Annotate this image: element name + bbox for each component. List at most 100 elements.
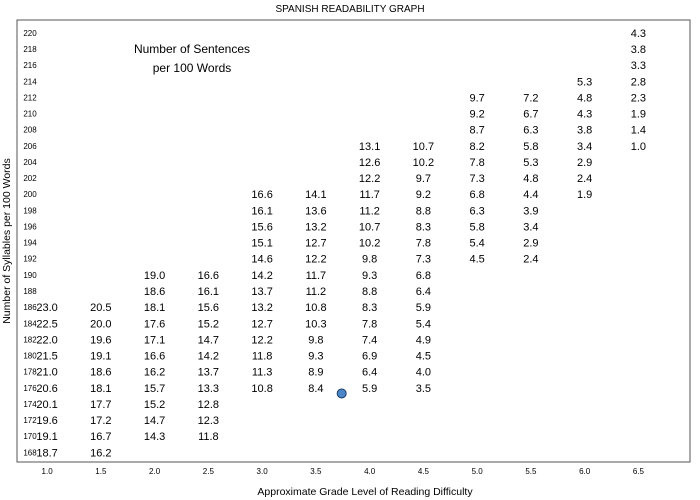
cell-value: 11.8 — [252, 351, 273, 363]
cell-value: 19.6 — [90, 334, 111, 346]
cell-value: 15.6 — [251, 221, 272, 233]
y-tick-label: 200 — [23, 190, 37, 199]
cell-value: 5.4 — [469, 238, 484, 250]
cell-value: 20.5 — [90, 302, 111, 314]
cell-value: 19.1 — [90, 351, 111, 363]
cell-value: 20.0 — [90, 318, 111, 330]
cell-value: 12.8 — [198, 399, 219, 411]
cell-value: 3.5 — [416, 383, 431, 395]
y-tick-label: 182 — [23, 335, 37, 344]
cell-value: 2.9 — [577, 157, 592, 169]
cell-value: 19.0 — [144, 270, 165, 282]
cell-value: 3.4 — [577, 141, 592, 153]
cell-value: 5.8 — [523, 141, 538, 153]
cell-value: 7.3 — [469, 173, 484, 185]
y-tick-label: 208 — [23, 126, 37, 135]
y-tick-label: 206 — [23, 142, 37, 151]
cell-value: 3.3 — [631, 60, 646, 72]
cell-value: 7.3 — [416, 254, 431, 266]
cell-value: 8.8 — [362, 286, 377, 298]
cell-value: 12.7 — [251, 318, 272, 330]
cell-value: 16.2 — [144, 367, 165, 379]
cell-value: 1.0 — [631, 141, 646, 153]
y-tick-label: 172 — [23, 416, 37, 425]
x-tick-label: 4.0 — [364, 467, 376, 476]
cell-value: 10.8 — [251, 383, 272, 395]
cell-value: 4.5 — [416, 351, 431, 363]
cell-value: 10.8 — [305, 302, 326, 314]
x-tick-label: 4.5 — [418, 467, 430, 476]
x-tick-label: 1.5 — [95, 467, 107, 476]
y-tick-label: 180 — [23, 352, 37, 361]
cell-value: 5.9 — [362, 383, 377, 395]
cell-value: 1.4 — [631, 125, 646, 137]
cell-value: 6.3 — [523, 125, 538, 137]
plot-frame — [16, 19, 691, 463]
cell-value: 9.2 — [416, 189, 431, 201]
cell-value: 12.2 — [251, 334, 272, 346]
x-tick-label: 5.0 — [472, 467, 484, 476]
y-tick-label: 210 — [23, 110, 37, 119]
cell-value: 16.1 — [251, 205, 272, 217]
cell-value: 11.7 — [306, 270, 327, 282]
cell-value: 22.0 — [36, 334, 57, 346]
cell-value: 17.7 — [90, 399, 111, 411]
cell-value: 8.7 — [469, 125, 484, 137]
cell-value: 14.2 — [251, 270, 272, 282]
cell-value: 14.7 — [144, 415, 165, 427]
cell-value: 6.7 — [523, 109, 538, 121]
y-tick-label: 168 — [23, 448, 37, 457]
cell-value: 6.3 — [469, 205, 484, 217]
y-tick-label: 174 — [23, 400, 37, 409]
cell-value: 5.3 — [577, 76, 592, 88]
cell-value: 10.2 — [413, 157, 434, 169]
y-tick-label: 214 — [23, 77, 37, 86]
sentence-values: 23.0 22.5 22.0 21.5 21.0 20.6 20.1 19.6 19.1 18.7… — [36, 28, 646, 459]
y-tick-label: 204 — [23, 158, 37, 167]
y-tick-label: 192 — [23, 255, 37, 264]
cell-value: 14.3 — [144, 431, 165, 443]
cell-value: 2.4 — [523, 254, 538, 266]
cell-value: 15.2 — [198, 318, 219, 330]
y-tick-label: 220 — [23, 29, 37, 38]
y-tick-label: 178 — [23, 368, 37, 377]
cell-value: 9.8 — [362, 254, 377, 266]
y-tick-label: 184 — [23, 319, 37, 328]
cell-value: 19.6 — [36, 415, 57, 427]
cell-value: 4.9 — [416, 334, 431, 346]
cell-value: 7.8 — [469, 157, 484, 169]
cell-value: 3.8 — [577, 125, 592, 137]
y-tick-label: 194 — [23, 239, 37, 248]
x-axis-label: Approximate Grade Level of Reading Diffi… — [257, 486, 473, 498]
x-tick-label: 1.0 — [42, 467, 54, 476]
cell-value: 3.4 — [523, 221, 538, 233]
cell-value: 17.6 — [144, 318, 165, 330]
cell-value: 9.8 — [308, 334, 323, 346]
cell-value: 10.2 — [359, 238, 380, 250]
cell-value: 4.8 — [523, 173, 538, 185]
cell-value: 6.4 — [362, 367, 377, 379]
cell-value: 4.3 — [631, 28, 646, 40]
cell-value: 8.3 — [362, 302, 377, 314]
cell-value: 13.2 — [251, 302, 272, 314]
cell-value: 7.8 — [416, 238, 431, 250]
cell-value: 15.7 — [144, 383, 165, 395]
cell-value: 18.1 — [90, 383, 111, 395]
cell-value: 13.1 — [359, 141, 380, 153]
cell-value: 4.4 — [523, 189, 538, 201]
cell-value: 8.2 — [469, 141, 484, 153]
cell-value: 11.7 — [359, 189, 380, 201]
x-tick-label: 3.5 — [310, 467, 322, 476]
cell-value: 16.1 — [198, 286, 219, 298]
cell-value: 7.4 — [362, 334, 377, 346]
cell-value: 5.8 — [469, 221, 484, 233]
cell-value: 20.6 — [36, 383, 57, 395]
cell-value: 18.6 — [144, 286, 165, 298]
cell-value: 3.9 — [523, 205, 538, 217]
annotation-line-2: per 100 Words — [153, 61, 232, 75]
cell-value: 5.4 — [416, 318, 431, 330]
cell-value: 14.6 — [251, 254, 272, 266]
cell-value: 16.6 — [144, 351, 165, 363]
cell-value: 11.3 — [252, 367, 273, 379]
cell-value: 11.8 — [198, 431, 219, 443]
